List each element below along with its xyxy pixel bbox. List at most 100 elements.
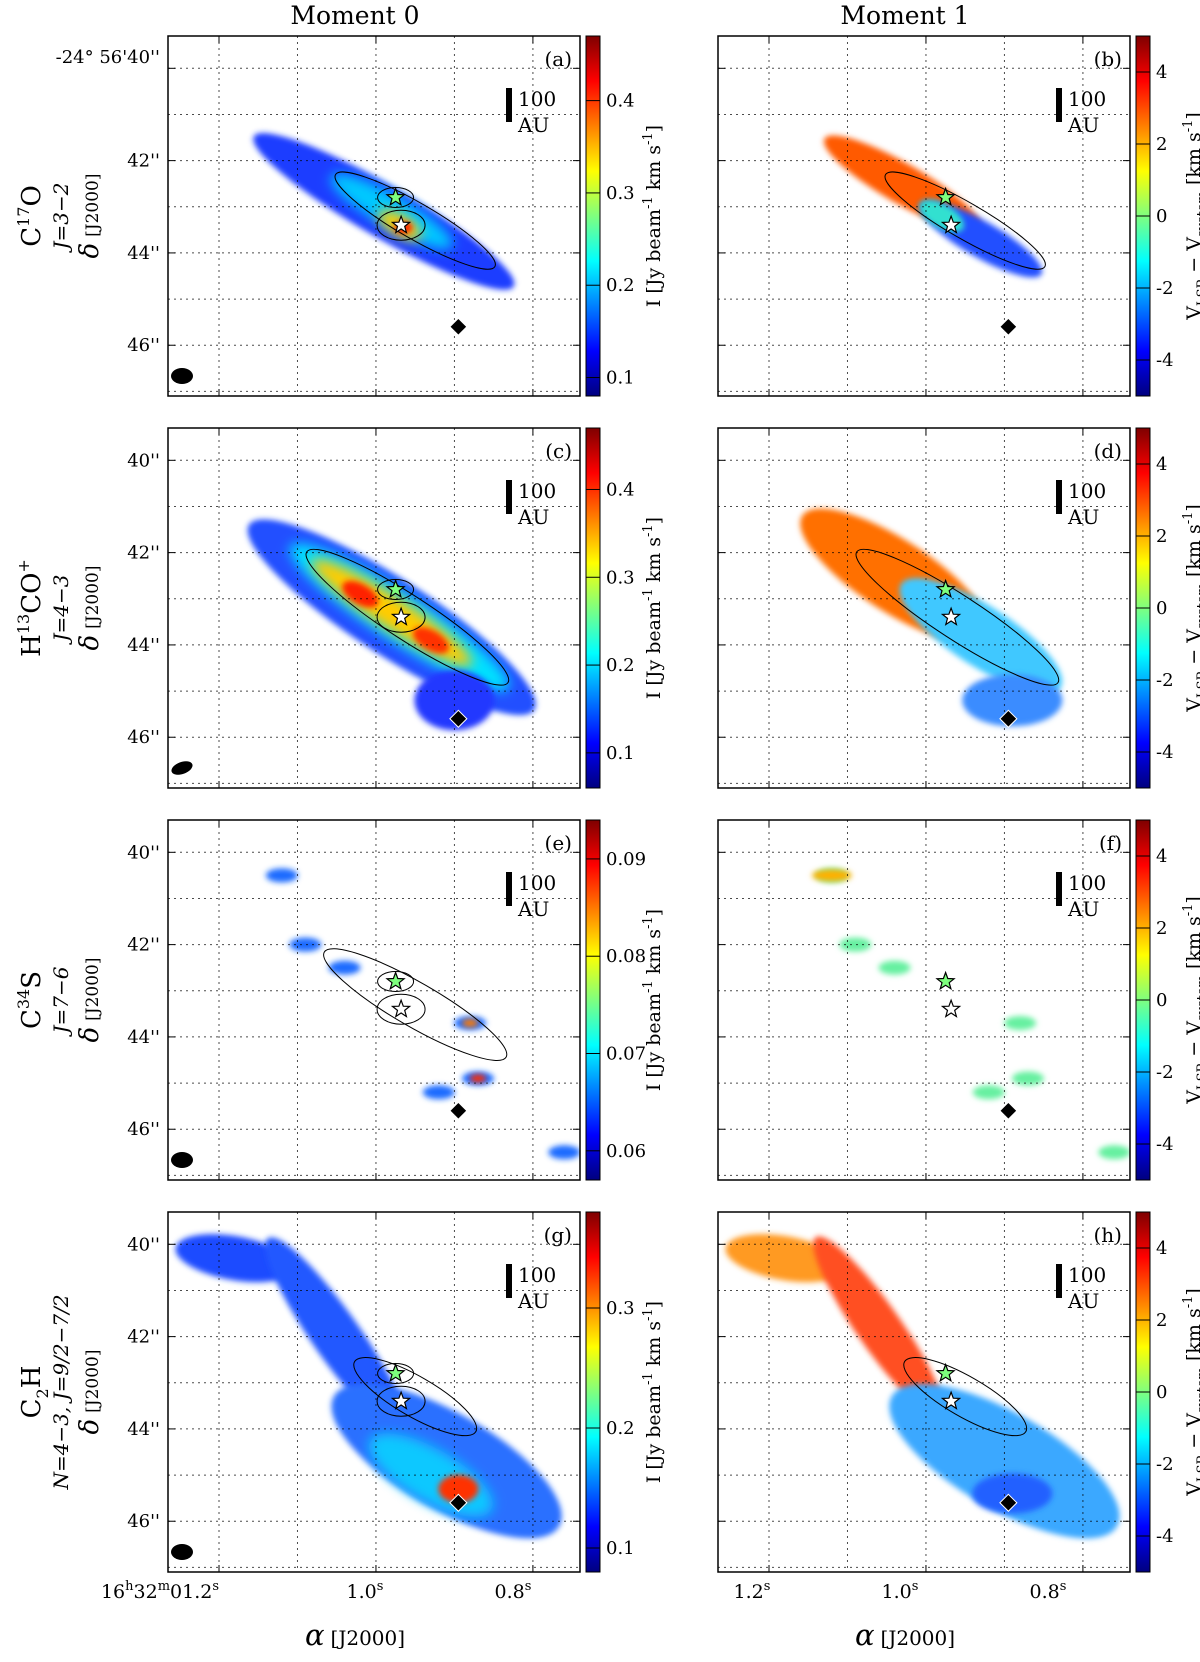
molecule-superscript: 17 xyxy=(14,207,33,227)
colorbar-label: VLSR − Vsystem [km s-1] xyxy=(1181,504,1200,713)
y-tick-label-2: 42'' xyxy=(127,151,160,172)
panel-row-2: H13CO+J=4−3δ[J2000]40''42''44''46''100AU… xyxy=(14,427,1200,789)
scale-bar-unit: AU xyxy=(1067,1289,1099,1313)
colorbar-label-part-4: -1 xyxy=(641,524,656,537)
emission-peak-2 xyxy=(469,1074,486,1083)
colorbar-tick-label-2: 2 xyxy=(1156,526,1167,547)
scale-bar xyxy=(1056,480,1062,514)
colorbar-label-part-7: ] xyxy=(1183,504,1200,511)
y-tick-label-2: 42'' xyxy=(127,543,160,564)
moment0-colorbar: 0.40.30.20.1I [Jy beam-1 km s-1] xyxy=(585,427,665,789)
colorbar-tick-label-2: 2 xyxy=(1156,1310,1167,1331)
colorbar-tick-label-1: 0.09 xyxy=(606,849,646,870)
x-tick-label-right-1: 1.2s xyxy=(734,1579,771,1603)
colorbar-label-part-1: V xyxy=(1183,1482,1200,1497)
colorbar-tick-label-4: 0.06 xyxy=(606,1141,646,1162)
x-axis-label-left: α [J2000] xyxy=(305,1618,405,1652)
plot-frame xyxy=(167,35,581,397)
emission-tail xyxy=(414,670,495,731)
y-tick-label-1: 40'' xyxy=(127,1234,160,1255)
green-star-marker xyxy=(385,970,406,991)
scale-bar-value: 100 xyxy=(1068,1263,1106,1287)
colorbar-gradient xyxy=(585,819,601,1181)
plot-frame xyxy=(717,819,1131,1181)
molecule-charge: + xyxy=(14,559,33,572)
scale-bar xyxy=(506,480,512,514)
contour-outer xyxy=(305,548,510,686)
plot-frame xyxy=(717,427,1131,789)
colorbar-tick-label-3: 0 xyxy=(1156,990,1167,1011)
emission-ridge-1 xyxy=(175,1234,294,1283)
molecule-part-c: S xyxy=(17,971,47,989)
diamond-marker xyxy=(449,317,468,336)
transition-label: N=4−3, J=9/2−7/2 xyxy=(49,1294,73,1490)
panel-label: (a) xyxy=(544,47,572,71)
diamond-marker xyxy=(999,1493,1018,1512)
colorbar-label: I [Jy beam-1 km s-1] xyxy=(641,125,665,307)
y-axis-epoch: [J2000] xyxy=(83,958,103,1021)
x-tick-label-right-2: 1.0s xyxy=(882,1579,919,1603)
colorbar-tick-label-3: 0 xyxy=(1156,1382,1167,1403)
y-tick-label-4: 46'' xyxy=(127,335,160,356)
colorbar-tick-label-1: 0.4 xyxy=(606,479,635,500)
panel-label: (d) xyxy=(1094,439,1122,463)
emission-clump-7 xyxy=(1098,1145,1130,1160)
scale-bar-unit: AU xyxy=(517,1289,549,1313)
colorbar-label-part-1: I [Jy beam xyxy=(643,209,665,307)
molecule-part-c: CO xyxy=(17,573,47,614)
colorbar-label-part-4: -1 xyxy=(641,916,656,929)
colorbar-label-part-4: system xyxy=(1195,975,1200,1021)
scale-bar-value: 100 xyxy=(1068,479,1106,503)
panel-row-4: C2H N=4−3, J=9/2−7/2 δ[J2000]40''42''44''4… xyxy=(17,1211,1200,1573)
colorbar-label-part-5: ] xyxy=(643,517,665,524)
green-star-marker xyxy=(935,186,956,207)
axis-ticks xyxy=(718,428,1130,788)
plot-frame xyxy=(717,1211,1131,1573)
emission-clump-5 xyxy=(1011,1071,1044,1086)
colorbar-tick-label-4: 0.1 xyxy=(606,368,635,389)
colorbar-tick-label-4: 0.1 xyxy=(606,743,635,764)
colorbar-label-part-7: ] xyxy=(1183,896,1200,903)
white-star-marker xyxy=(940,1390,962,1410)
x-tick-label-left-3: 0.8s xyxy=(495,1579,532,1603)
colorbar-label-part-2: -1 xyxy=(641,588,656,601)
colorbar-tick-label-2: 0.3 xyxy=(606,567,635,588)
moment0-colorbar: 0.30.20.1I [Jy beam-1 km s-1] xyxy=(585,1211,665,1573)
molecule-part-a: C xyxy=(17,1398,47,1418)
transition-label: J=4−3 xyxy=(49,575,73,646)
transition-label: J=3−2 xyxy=(49,183,73,254)
scale-bar-unit: AU xyxy=(517,897,549,921)
scale-bar xyxy=(506,88,512,122)
x-tick-label-left-2: 1.0s xyxy=(347,1579,384,1603)
y-tick-label-4: 46'' xyxy=(127,1119,160,1140)
axis-ticks xyxy=(168,428,580,788)
colorbar-tick-label-3: 0 xyxy=(1156,598,1167,619)
emission-peak xyxy=(438,1474,479,1503)
molecule-part-c: H xyxy=(17,1366,47,1389)
y-axis-label: δ [J2000] xyxy=(75,958,105,1043)
colorbar-label-part-3: − V xyxy=(1183,629,1200,671)
velocity-tail xyxy=(962,674,1063,727)
y-tick-label-4: 46'' xyxy=(127,727,160,748)
contour-outer xyxy=(903,1357,1028,1437)
white-star-marker xyxy=(940,214,962,234)
colorbar-label-part-2: -1 xyxy=(641,980,656,993)
x-tick-label-right-3: 0.8s xyxy=(1030,1579,1067,1603)
colorbar-label-part-2: LSR xyxy=(1195,670,1200,699)
colorbar-label-part-4: -1 xyxy=(641,132,656,145)
scale-bar-value: 100 xyxy=(518,1263,556,1287)
contour-outer xyxy=(334,171,496,270)
colorbar-tick-label-3: 0.2 xyxy=(606,655,635,676)
colorbar-label-part-6: -1 xyxy=(1181,120,1196,133)
y-axis-epoch: [J2000] xyxy=(83,566,103,629)
moment1-colorbar: 4 2 0 -2 -4 VLSR − Vsystem [km s-1] xyxy=(1135,35,1200,397)
molecule-label: H13CO+ xyxy=(14,559,47,657)
x-axis-right: 1.2s 1.0s 0.8s α [J2000] xyxy=(734,1579,1067,1652)
colorbar-tick-label-2: 0.3 xyxy=(606,183,635,204)
y-axis-symbol: δ xyxy=(75,1027,105,1043)
scale-bar-unit: AU xyxy=(517,113,549,137)
